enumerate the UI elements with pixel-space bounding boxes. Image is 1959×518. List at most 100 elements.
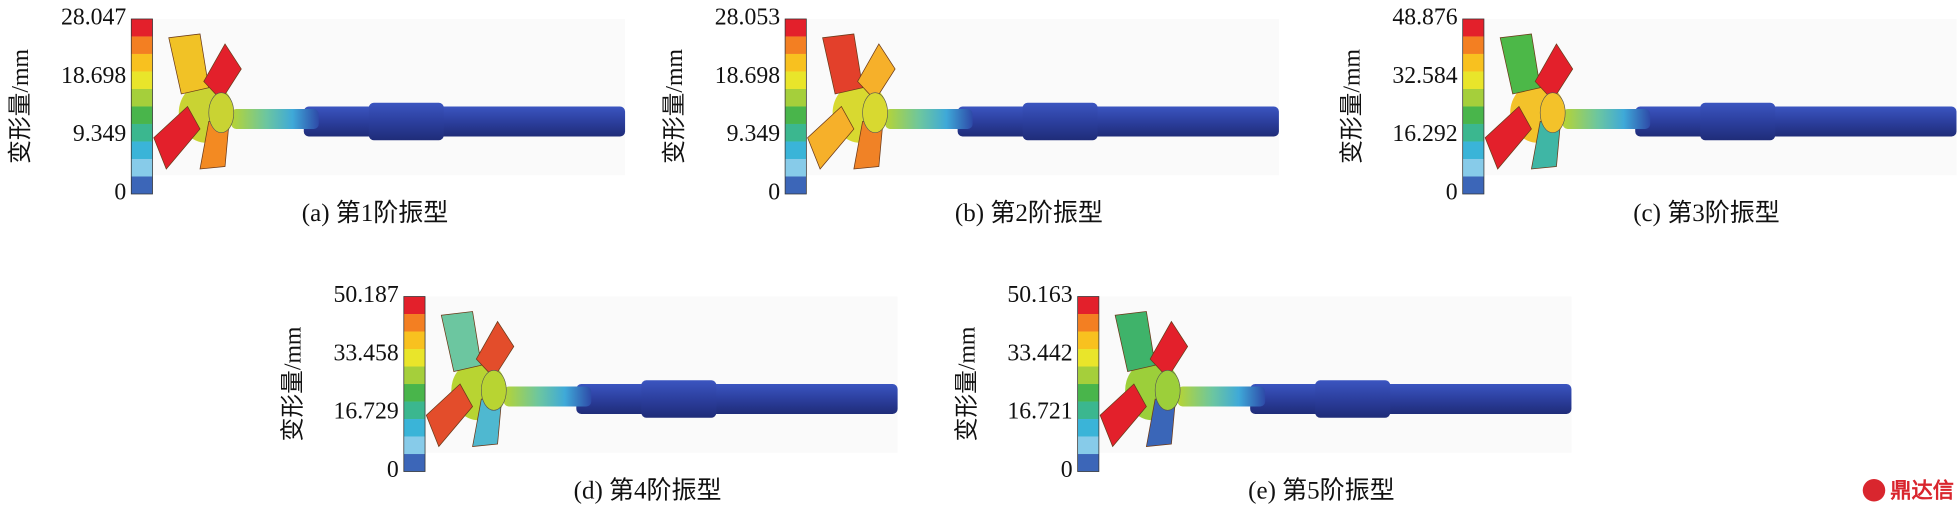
colorbar-segment (131, 141, 153, 159)
view-background (1098, 296, 1572, 453)
colorbar-segment (131, 158, 153, 177)
model-view (152, 18, 626, 176)
shaft (576, 384, 898, 415)
colorbar-segment (1462, 88, 1484, 107)
colorbar-segment (1462, 53, 1484, 72)
colorbar-tick-label: 50.163 (1007, 282, 1072, 308)
colorbar-tick-label: 50.187 (333, 282, 398, 308)
blade (168, 33, 210, 95)
shaft-collar (1022, 102, 1098, 141)
colorbar-label: 变形量/mm (661, 49, 688, 164)
shaft (1635, 106, 1957, 137)
blade (1499, 33, 1541, 95)
neck (1562, 108, 1651, 129)
colorbar-segment (403, 419, 426, 437)
colorbar-segment (403, 296, 426, 315)
blade (1484, 105, 1532, 170)
panel: 48.876 32.584 16.292 0 变形量/mm (c) 第3阶振型 (1338, 4, 1957, 227)
colorbar-label: 变形量/mm (953, 326, 980, 441)
colorbar-segment (403, 349, 426, 367)
colorbar-tick-label: 28.053 (715, 4, 780, 30)
colorbar-segment (1077, 331, 1099, 350)
colorbar-tick-label: 0 (114, 179, 126, 205)
colorbar-segment (403, 366, 426, 385)
colorbar-segment (1462, 141, 1484, 159)
colorbar-segment (785, 158, 807, 177)
colorbar-label: 变形量/mm (279, 326, 306, 441)
blade (1114, 311, 1156, 372)
shaft (1250, 384, 1572, 415)
view-background (425, 296, 898, 453)
caption: (b) 第2阶振型 (955, 199, 1103, 227)
colorbar: 48.876 32.584 16.292 0 变形量/mm (1338, 4, 1485, 205)
neck (1177, 386, 1266, 407)
colorbar-segment (1077, 454, 1099, 472)
blade (440, 311, 482, 372)
colorbar-segment (785, 18, 807, 37)
watermark-text: 鼎达信 (1890, 478, 1954, 504)
neck (885, 108, 973, 129)
colorbar-tick-label: 0 (768, 179, 780, 205)
colorbar: 50.163 33.442 16.721 0 变形量/mm (953, 282, 1100, 483)
colorbar-tick-label: 9.349 (727, 121, 780, 147)
caption: (d) 第4阶振型 (574, 477, 722, 505)
blade (1149, 320, 1189, 379)
colorbar-segment (1077, 314, 1099, 332)
colorbar-tick-label: 16.729 (333, 399, 398, 425)
colorbar-segment (1077, 349, 1099, 367)
colorbar-segment (403, 314, 426, 332)
colorbar-tick-label: 33.442 (1007, 340, 1072, 366)
colorbar-segment (785, 36, 807, 54)
blade (1534, 43, 1574, 101)
colorbar-tick-label: 9.349 (73, 121, 126, 147)
colorbar-segment (403, 401, 426, 420)
colorbar-segment (131, 18, 153, 37)
panel: 50.163 33.442 16.721 0 变形量/mm (e) 第5阶振型 (953, 282, 1572, 505)
colorbar-segment (131, 36, 153, 54)
view-background (806, 18, 1279, 176)
neck (503, 386, 592, 407)
model-view (1483, 18, 1957, 176)
colorbar-segment (1462, 176, 1484, 194)
colorbar-frame (784, 18, 807, 195)
colorbar-segment (1462, 123, 1484, 142)
colorbar-tick-label: 18.698 (715, 63, 780, 89)
colorbar-segment (1462, 106, 1484, 124)
hub-face (480, 369, 507, 411)
blade (822, 33, 864, 95)
panel: 28.047 18.698 9.349 0 变形量/mm (a) 第1阶振型 (7, 4, 626, 227)
colorbar-segment (131, 123, 153, 142)
hub-face (862, 92, 888, 134)
colorbar-segment (131, 88, 153, 107)
colorbar-tick-label: 0 (1061, 457, 1073, 483)
panel: 50.187 33.458 16.729 0 变形量/mm (d) 第4阶振型 (279, 282, 898, 505)
colorbar-frame (1077, 296, 1100, 472)
colorbar-segment (131, 53, 153, 72)
view-background (152, 18, 626, 176)
colorbar-segment (785, 53, 807, 72)
shaft-collar (1700, 102, 1776, 141)
colorbar-tick-label: 0 (387, 457, 399, 483)
colorbar-tick-label: 32.584 (1392, 63, 1457, 89)
colorbar-tick-label: 16.721 (1007, 399, 1072, 425)
shaft-collar (1315, 380, 1391, 418)
view-background (1483, 18, 1957, 176)
colorbar-tick-label: 28.047 (61, 4, 126, 30)
hub-face (208, 92, 235, 134)
colorbar-segment (131, 176, 153, 194)
colorbar-segment (785, 176, 807, 194)
panel: 28.053 18.698 9.349 0 变形量/mm (b) 第2阶振型 (661, 4, 1279, 227)
blade (153, 105, 201, 170)
colorbar-segment (785, 71, 807, 89)
blade (425, 383, 474, 448)
hub-face (1539, 92, 1566, 134)
colorbar-frame (1462, 18, 1485, 195)
colorbar-tick-label: 48.876 (1392, 4, 1457, 30)
neck (231, 108, 319, 129)
colorbar: 28.047 18.698 9.349 0 变形量/mm (7, 4, 153, 205)
colorbar-segment (1077, 401, 1099, 420)
model-view (425, 296, 898, 453)
colorbar: 28.053 18.698 9.349 0 变形量/mm (661, 4, 807, 205)
